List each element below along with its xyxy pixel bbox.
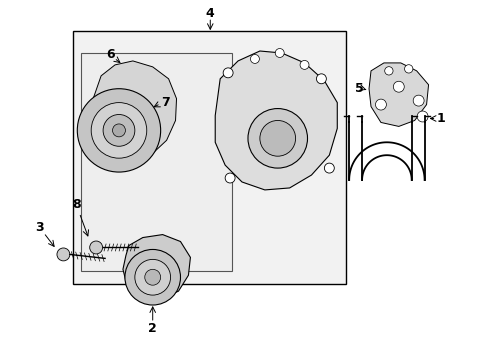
Circle shape bbox=[416, 111, 427, 122]
Circle shape bbox=[250, 54, 259, 63]
Circle shape bbox=[91, 103, 146, 158]
Circle shape bbox=[412, 95, 423, 106]
Circle shape bbox=[275, 49, 284, 58]
Circle shape bbox=[259, 121, 295, 156]
Text: 4: 4 bbox=[205, 7, 214, 20]
Circle shape bbox=[384, 67, 392, 75]
Circle shape bbox=[324, 163, 334, 173]
Polygon shape bbox=[91, 61, 176, 162]
Circle shape bbox=[135, 260, 170, 295]
Polygon shape bbox=[122, 235, 190, 299]
Bar bbox=[73, 31, 346, 284]
Circle shape bbox=[223, 68, 233, 78]
Circle shape bbox=[89, 241, 102, 254]
Circle shape bbox=[57, 248, 70, 261]
Polygon shape bbox=[368, 63, 427, 126]
Circle shape bbox=[77, 89, 161, 172]
Text: 5: 5 bbox=[354, 82, 363, 95]
Text: 3: 3 bbox=[35, 221, 44, 234]
Circle shape bbox=[103, 114, 135, 146]
Text: 1: 1 bbox=[435, 112, 444, 125]
Circle shape bbox=[392, 81, 404, 92]
Circle shape bbox=[316, 74, 325, 84]
Text: 2: 2 bbox=[148, 322, 157, 336]
Circle shape bbox=[144, 269, 161, 285]
Text: 7: 7 bbox=[161, 96, 170, 109]
Circle shape bbox=[112, 124, 125, 137]
Bar bbox=[81, 53, 232, 271]
Circle shape bbox=[224, 173, 235, 183]
Polygon shape bbox=[215, 51, 337, 190]
Text: 8: 8 bbox=[72, 198, 81, 211]
Circle shape bbox=[247, 109, 307, 168]
Circle shape bbox=[375, 99, 386, 110]
Circle shape bbox=[404, 65, 412, 73]
Circle shape bbox=[300, 60, 308, 69]
Circle shape bbox=[124, 249, 180, 305]
Text: 6: 6 bbox=[106, 49, 115, 62]
